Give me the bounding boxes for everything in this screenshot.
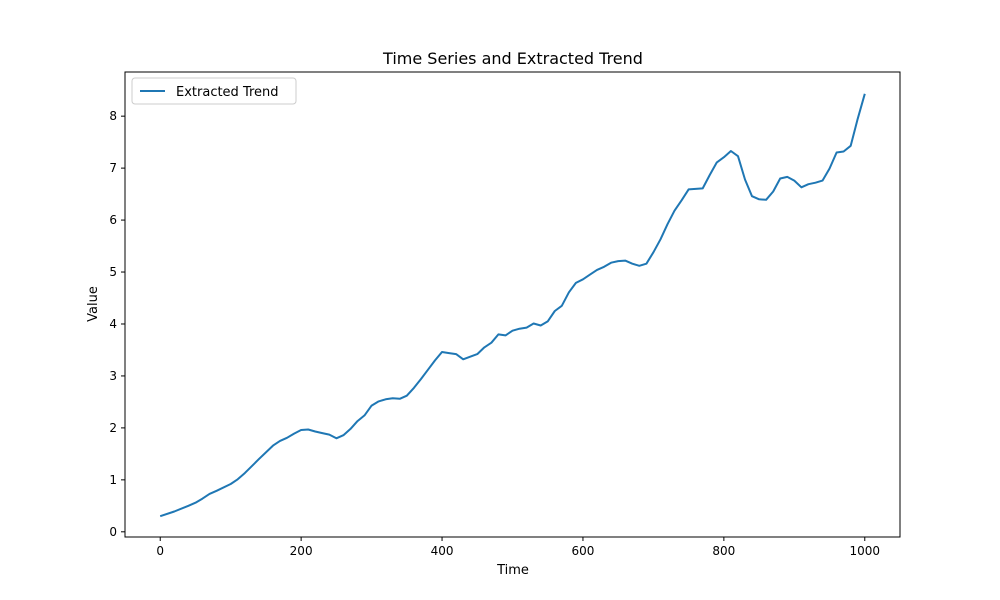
y-tick-label: 7 [109, 161, 117, 175]
x-tick-label: 1000 [849, 544, 880, 558]
legend-box [131, 77, 297, 105]
plot-area [124, 71, 901, 538]
y-tick-label: 5 [109, 265, 117, 279]
legend-label: Extracted Trend [176, 85, 279, 100]
legend: Extracted Trend [131, 77, 297, 105]
x-axis-ticks: 0 200 400 600 800 1000 [156, 537, 880, 558]
plot-frame [124, 71, 901, 538]
y-tick-label: 2 [109, 421, 117, 435]
y-axis-label: Value [86, 286, 101, 322]
y-tick-label: 4 [109, 317, 117, 331]
y-axis-ticks: 0 1 2 3 4 5 6 7 8 [109, 109, 125, 539]
series-line-extracted-trend [159, 93, 866, 518]
x-tick-label: 0 [156, 544, 164, 558]
y-tick-label: 0 [109, 525, 117, 539]
y-tick-label: 8 [109, 109, 117, 123]
y-tick-label: 1 [109, 473, 117, 487]
y-tick-label: 6 [109, 213, 117, 227]
x-tick-label: 400 [431, 544, 454, 558]
x-tick-label: 800 [712, 544, 735, 558]
x-tick-label: 200 [290, 544, 313, 558]
x-tick-label: 600 [572, 544, 595, 558]
x-axis-label: Time [496, 563, 529, 578]
y-tick-label: 3 [109, 369, 117, 383]
chart-title: Time Series and Extracted Trend [382, 49, 643, 68]
